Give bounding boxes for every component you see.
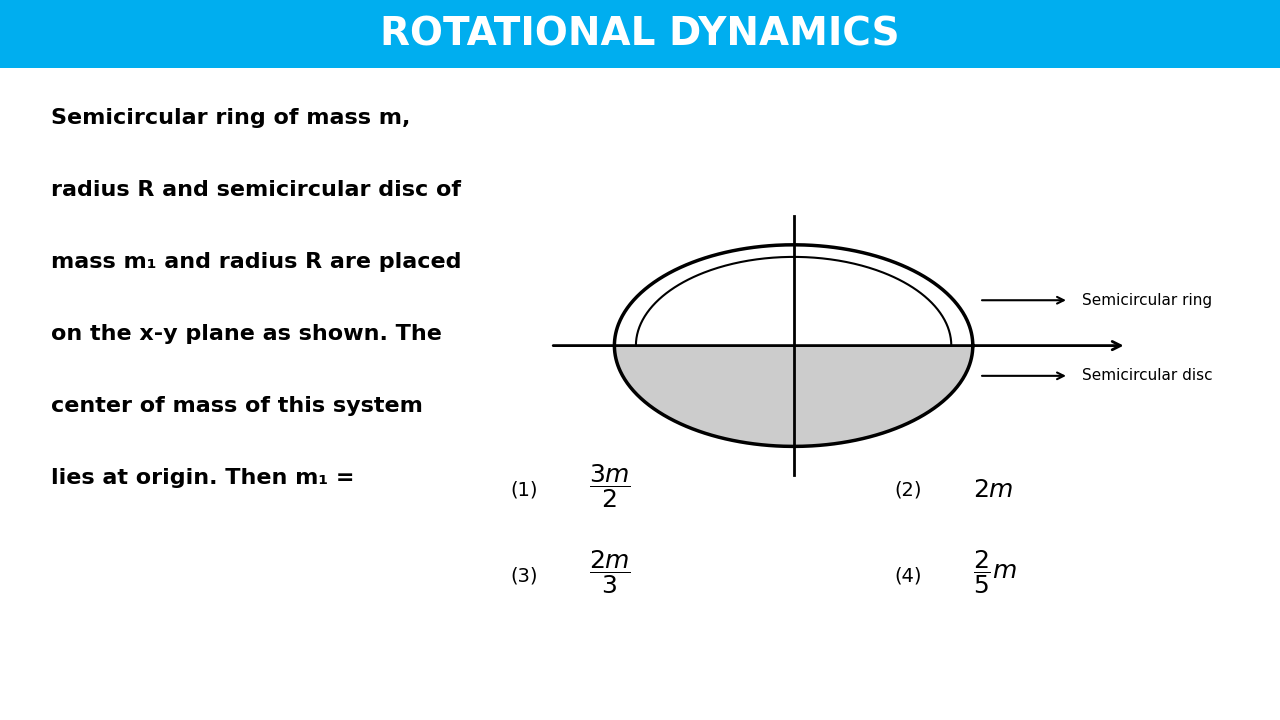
- Text: mass m₁ and radius R are placed: mass m₁ and radius R are placed: [51, 252, 462, 272]
- Text: (4): (4): [895, 567, 922, 585]
- Text: $\dfrac{2}{5}m$: $\dfrac{2}{5}m$: [973, 549, 1016, 596]
- Text: lies at origin. Then m₁ =: lies at origin. Then m₁ =: [51, 468, 355, 488]
- Text: $\dfrac{3m}{2}$: $\dfrac{3m}{2}$: [589, 462, 631, 510]
- Text: Semicircular ring: Semicircular ring: [1082, 293, 1212, 307]
- Text: Semicircular disc: Semicircular disc: [1082, 369, 1212, 383]
- Text: $\dfrac{2m}{3}$: $\dfrac{2m}{3}$: [589, 549, 631, 596]
- Text: (3): (3): [511, 567, 538, 585]
- FancyBboxPatch shape: [0, 0, 1280, 68]
- Text: on the x-y plane as shown. The: on the x-y plane as shown. The: [51, 324, 442, 344]
- Text: ROTATIONAL DYNAMICS: ROTATIONAL DYNAMICS: [380, 15, 900, 53]
- Polygon shape: [614, 346, 973, 446]
- Text: radius R and semicircular disc of: radius R and semicircular disc of: [51, 180, 461, 200]
- Text: $2m$: $2m$: [973, 477, 1012, 502]
- Text: Semicircular ring of mass m,: Semicircular ring of mass m,: [51, 108, 411, 128]
- Text: (2): (2): [895, 480, 922, 499]
- Text: center of mass of this system: center of mass of this system: [51, 396, 424, 416]
- Text: (1): (1): [511, 480, 538, 499]
